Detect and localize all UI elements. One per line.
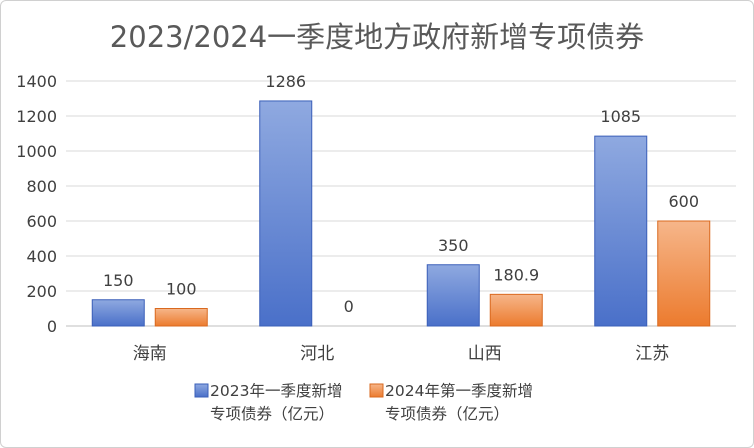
y-tick-label: 800: [26, 177, 57, 196]
x-axis-categories: 海南 河北 山西 江苏: [133, 344, 670, 364]
legend-swatch-series-1: [194, 383, 209, 398]
x-category-label: 海南: [133, 344, 167, 364]
bar-series-1-2: [426, 264, 480, 327]
y-tick-label: 1000: [16, 142, 57, 161]
data-label-series-2-1: 0: [344, 297, 354, 316]
bar-series-2-0: [154, 308, 208, 327]
y-axis-ticks: 0 200 400 600 800 1000 1200 1400: [16, 72, 57, 336]
legend-series-2-line-2: 专项债券（亿元）: [385, 405, 509, 423]
legend-series-1-line-2: 专项债券（亿元）: [210, 405, 334, 423]
y-tick-label: 1400: [16, 72, 57, 91]
y-tick-label: 1200: [16, 107, 57, 126]
legend-swatch-series-2: [369, 383, 384, 398]
x-category-label: 江苏: [635, 344, 669, 364]
bar-series-1-3: [594, 135, 648, 327]
bars: [91, 100, 711, 327]
y-tick-label: 400: [26, 247, 57, 266]
data-label-series-1-3: 1085: [600, 107, 641, 126]
data-label-series-2-3: 600: [668, 192, 699, 211]
data-label-series-1-0: 150: [103, 271, 134, 290]
y-tick-label: 200: [26, 282, 57, 301]
bar-series-1-0: [91, 299, 145, 327]
data-labels: 150 100 1286 0 350 180.9 1085 600: [103, 72, 699, 316]
bar-series-2-3: [657, 220, 711, 327]
data-label-series-2-0: 100: [166, 280, 197, 299]
y-tick-label: 0: [47, 317, 57, 336]
legend: 2023年一季度新增 专项债券（亿元） 2024年第一季度新增 专项债券（亿元）: [194, 382, 533, 423]
chart-title: 2023/2024一季度地方政府新增专项债券: [110, 20, 644, 54]
data-label-series-1-1: 1286: [265, 72, 306, 91]
legend-series-2-line-1: 2024年第一季度新增: [385, 382, 533, 400]
x-category-label: 山西: [468, 344, 502, 364]
data-label-series-2-2: 180.9: [493, 265, 539, 284]
x-category-label: 河北: [300, 344, 334, 364]
y-tick-label: 600: [26, 212, 57, 231]
bar-series-1-1: [259, 100, 313, 327]
legend-series-1-line-1: 2023年一季度新增: [210, 382, 342, 400]
data-label-series-1-2: 350: [438, 236, 469, 255]
bar-series-2-2: [489, 293, 543, 327]
